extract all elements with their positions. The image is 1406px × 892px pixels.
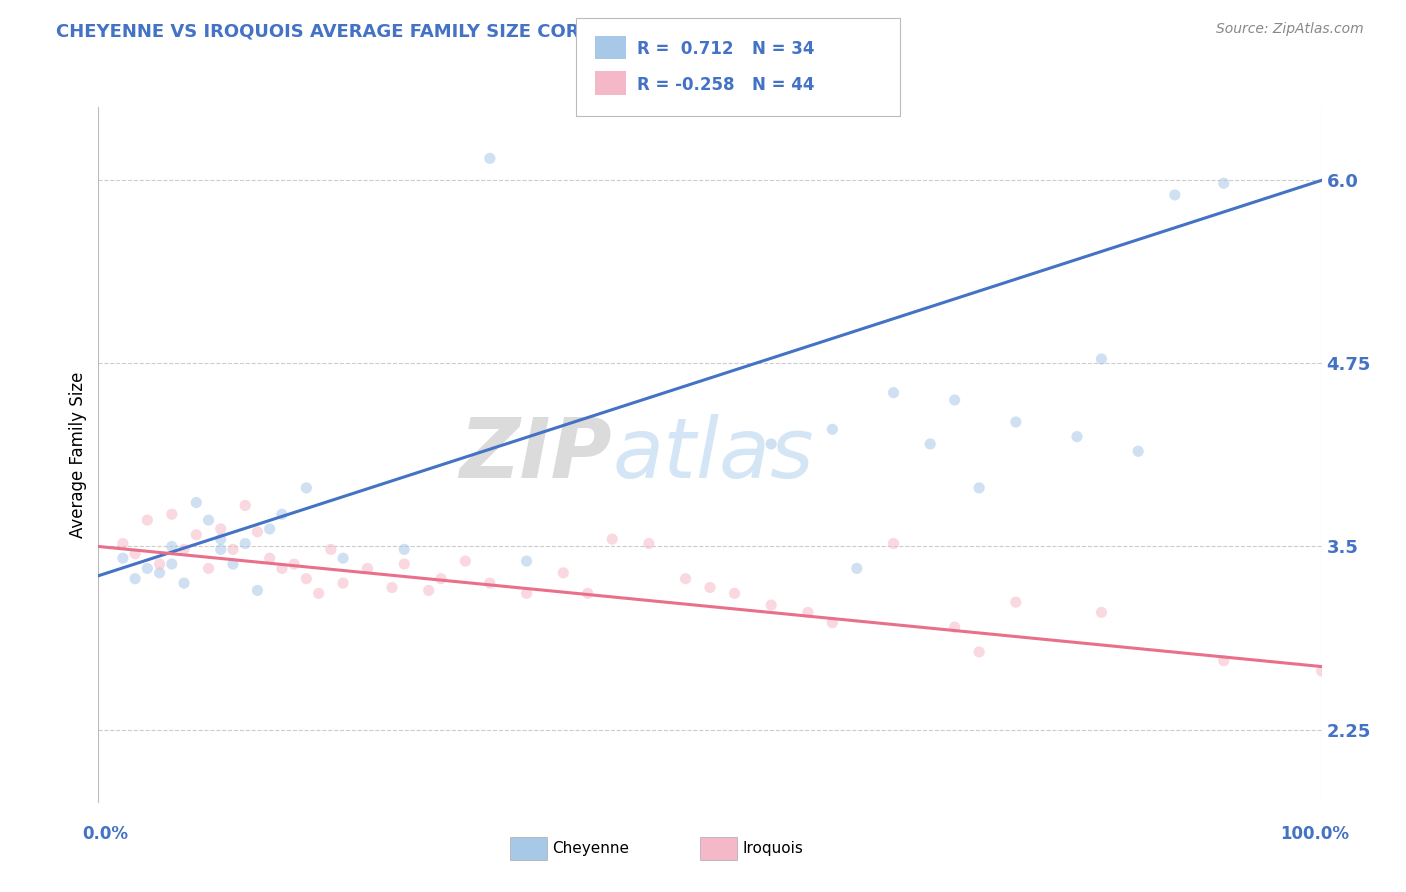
Point: [197, 561, 219, 575]
Point: [197, 513, 219, 527]
Point: [222, 542, 245, 557]
Text: 0.0%: 0.0%: [83, 825, 128, 843]
Text: R = -0.258: R = -0.258: [637, 76, 734, 94]
Point: [1066, 429, 1088, 443]
Point: [149, 557, 172, 571]
Point: [761, 437, 783, 451]
Point: [1128, 444, 1150, 458]
Point: [246, 524, 269, 539]
Point: [186, 495, 208, 509]
Point: [600, 532, 623, 546]
Point: [209, 522, 232, 536]
Point: [270, 508, 294, 522]
Point: [173, 576, 195, 591]
Text: Iroquois: Iroquois: [742, 841, 803, 855]
Point: [308, 586, 330, 600]
Point: [392, 557, 416, 571]
Point: [111, 536, 134, 550]
Point: [392, 542, 416, 557]
Point: [797, 606, 820, 620]
Text: N = 44: N = 44: [752, 76, 814, 94]
Point: [1164, 188, 1187, 202]
Point: [259, 551, 281, 566]
Point: [160, 557, 183, 571]
Point: [356, 561, 378, 575]
Point: [478, 151, 501, 165]
Point: [160, 540, 183, 554]
Point: [332, 551, 354, 566]
Point: [761, 598, 783, 612]
Point: [1212, 654, 1234, 668]
Point: [821, 422, 844, 436]
Text: 100.0%: 100.0%: [1279, 825, 1350, 843]
Point: [920, 437, 942, 451]
Point: [845, 561, 868, 575]
Point: [1310, 664, 1333, 678]
Text: R =  0.712: R = 0.712: [637, 40, 734, 58]
Point: [1090, 351, 1112, 366]
Point: [1004, 415, 1026, 429]
Point: [270, 561, 294, 575]
Point: [723, 586, 745, 600]
Text: Source: ZipAtlas.com: Source: ZipAtlas.com: [1216, 22, 1364, 37]
Point: [149, 566, 172, 580]
Point: [222, 557, 245, 571]
Y-axis label: Average Family Size: Average Family Size: [69, 372, 87, 538]
Point: [295, 481, 318, 495]
Point: [173, 542, 195, 557]
Point: [943, 620, 966, 634]
Point: [883, 385, 905, 400]
Point: [1004, 595, 1026, 609]
Point: [515, 586, 537, 600]
Point: [233, 499, 256, 513]
Point: [233, 536, 256, 550]
Point: [967, 481, 990, 495]
Point: [111, 551, 134, 566]
Point: [430, 572, 453, 586]
Point: [381, 581, 404, 595]
Text: Cheyenne: Cheyenne: [553, 841, 630, 855]
Text: atlas: atlas: [612, 415, 814, 495]
Point: [246, 583, 269, 598]
Point: [136, 513, 159, 527]
Point: [821, 615, 844, 630]
Point: [209, 532, 232, 546]
Point: [160, 508, 183, 522]
Point: [553, 566, 575, 580]
Point: [209, 542, 232, 557]
Point: [967, 645, 990, 659]
Text: N = 34: N = 34: [752, 40, 814, 58]
Point: [295, 572, 318, 586]
Point: [332, 576, 354, 591]
Point: [454, 554, 477, 568]
Point: [943, 392, 966, 407]
Point: [576, 586, 599, 600]
Point: [259, 522, 281, 536]
Point: [478, 576, 501, 591]
Point: [699, 581, 721, 595]
Point: [186, 527, 208, 541]
Point: [1212, 176, 1234, 190]
Text: CHEYENNE VS IROQUOIS AVERAGE FAMILY SIZE CORRELATION CHART: CHEYENNE VS IROQUOIS AVERAGE FAMILY SIZE…: [56, 22, 752, 40]
Point: [883, 536, 905, 550]
Point: [124, 572, 146, 586]
Point: [637, 536, 661, 550]
Point: [418, 583, 440, 598]
Point: [136, 561, 159, 575]
Point: [319, 542, 342, 557]
Point: [283, 557, 305, 571]
Point: [515, 554, 537, 568]
Point: [1090, 606, 1112, 620]
Point: [124, 547, 146, 561]
Point: [675, 572, 697, 586]
Text: ZIP: ZIP: [460, 415, 612, 495]
